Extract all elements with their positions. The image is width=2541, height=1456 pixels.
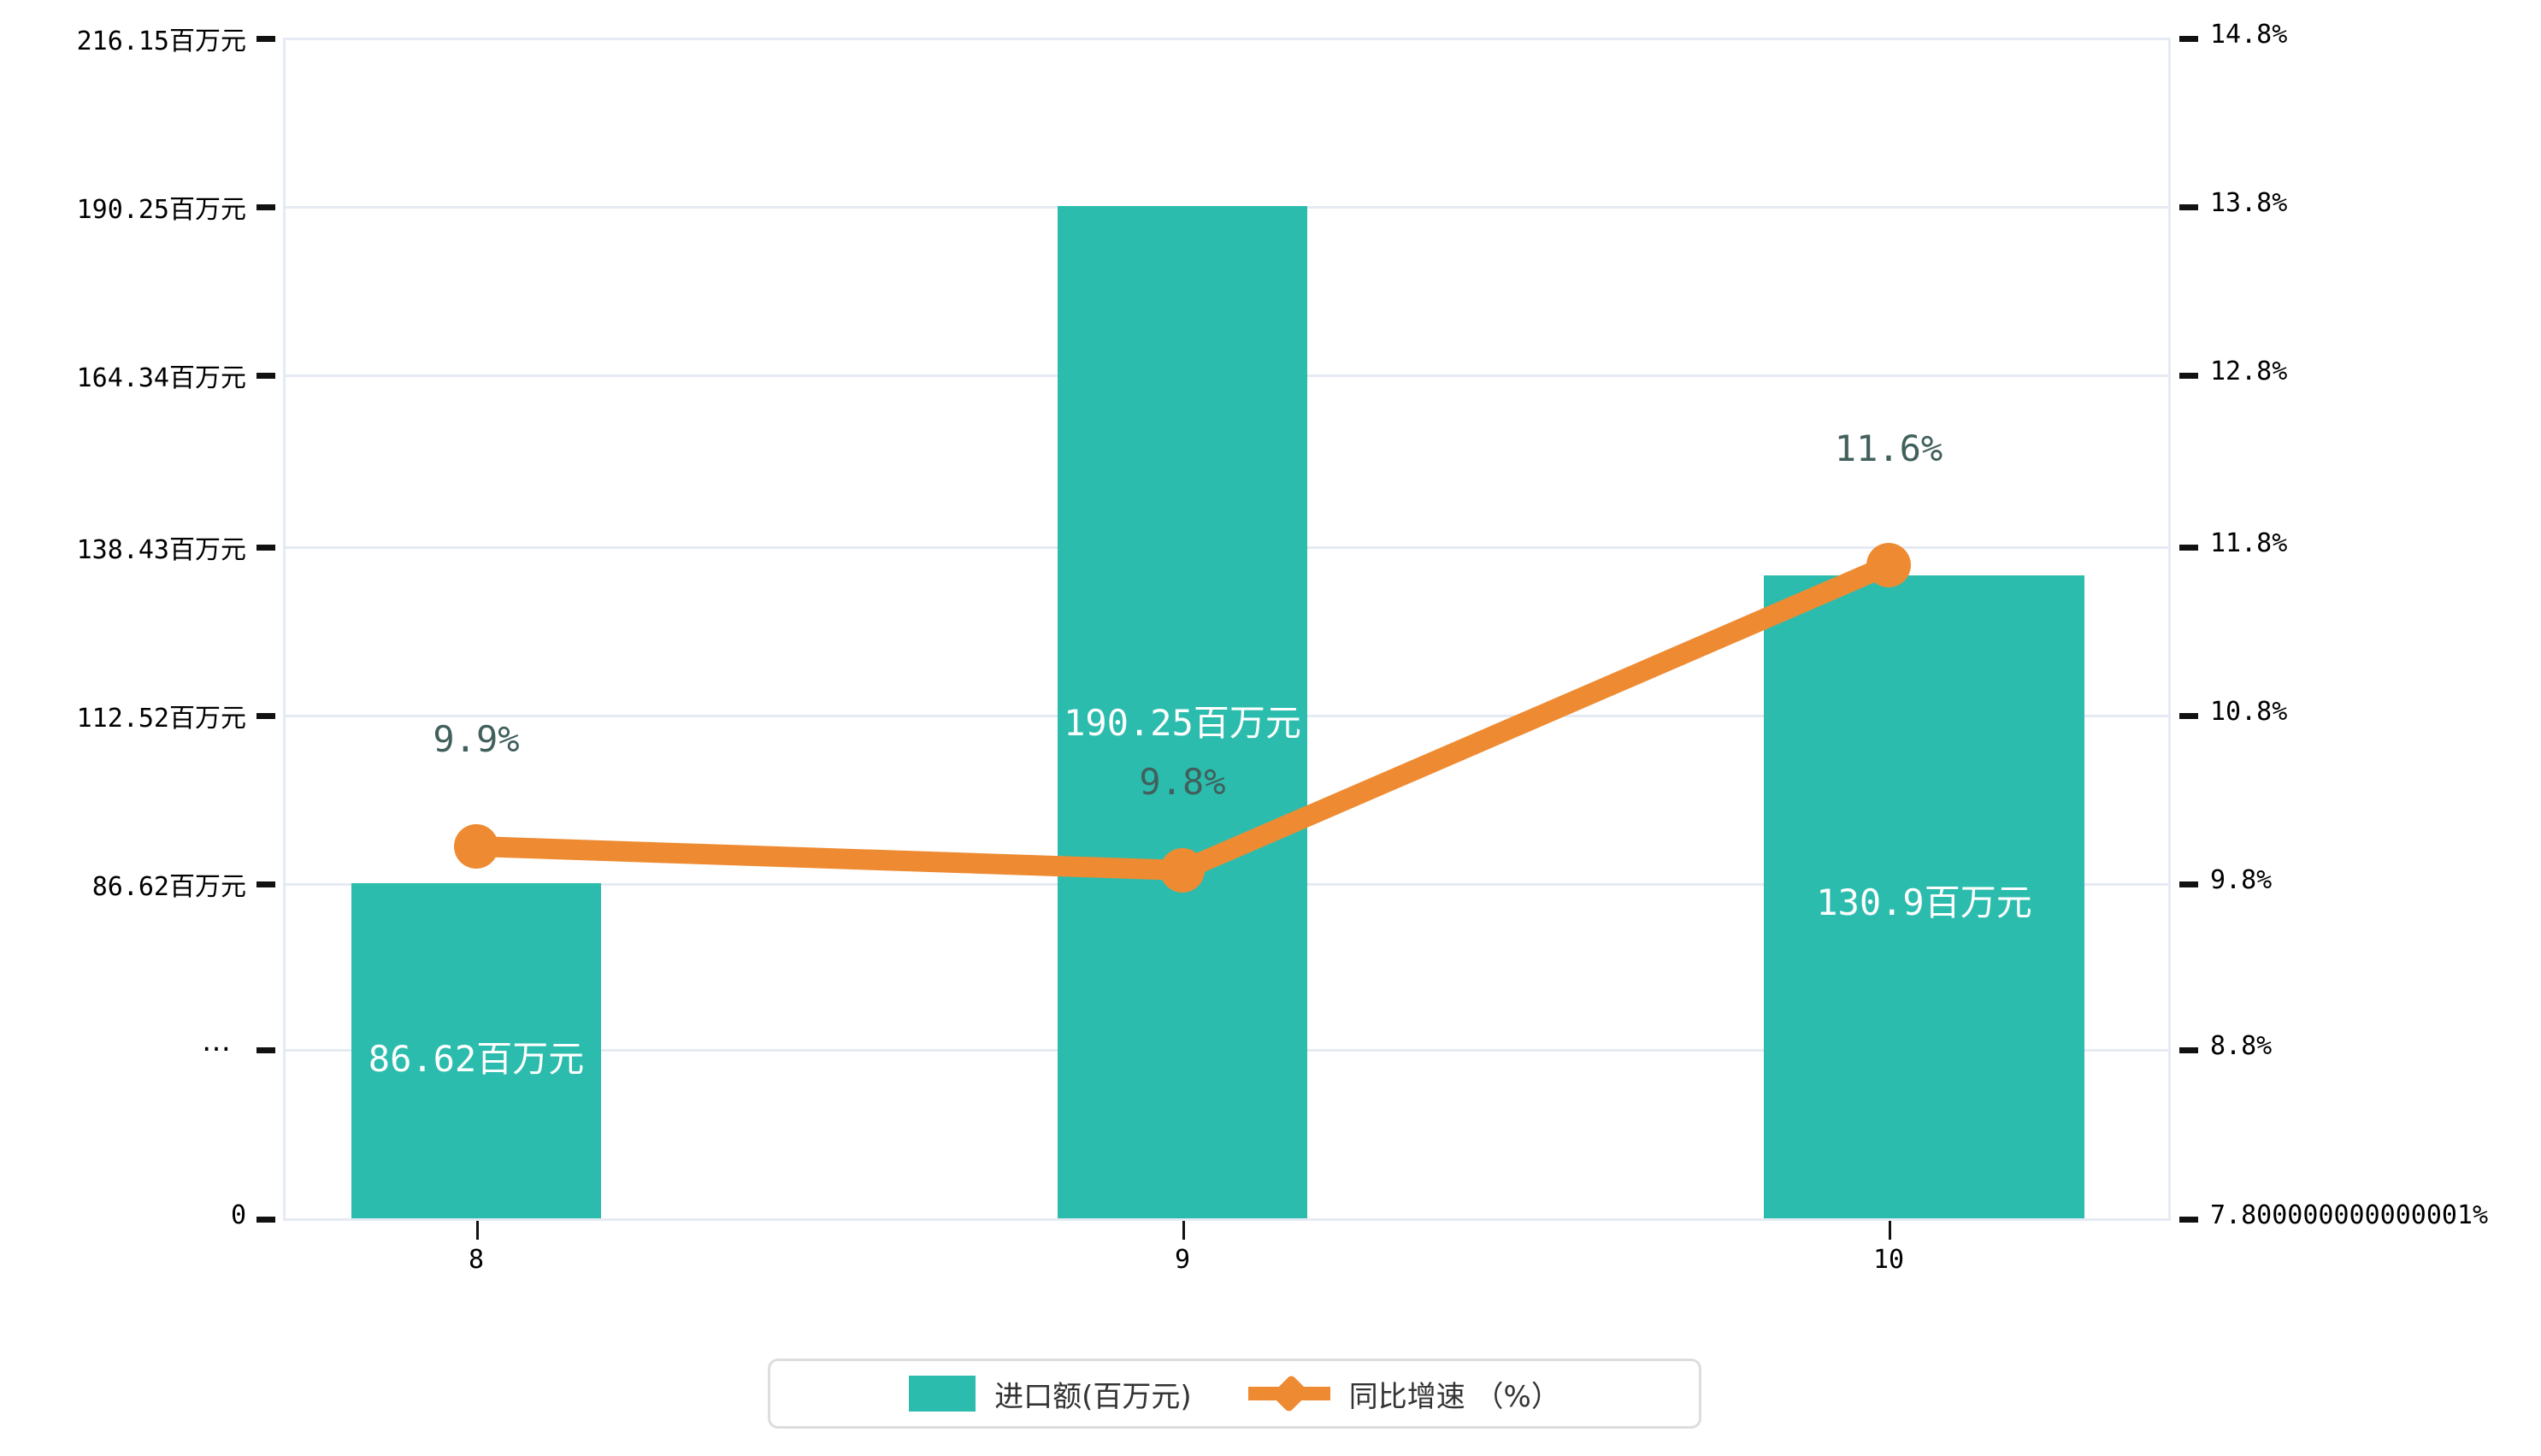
gridline-7: [283, 1218, 2170, 1221]
y-axis-right-tick-mark: [2179, 204, 2198, 210]
y-axis-left-tick-mark: [256, 881, 275, 887]
y-axis-left-tick-mark: [256, 36, 275, 42]
y-axis-right-tick-mark: [2179, 713, 2198, 719]
x-axis-label-8: 8: [468, 1245, 485, 1275]
y-axis-left-label-3: 138.43百万元: [76, 535, 246, 565]
y-axis-left-tick-mark: [256, 545, 275, 551]
legend-label-growth-rate: 同比增速 （%）: [1348, 1379, 1560, 1414]
x-axis-tick-mark-8: [476, 1221, 479, 1240]
y-axis-left-label-5: 86.62百万元: [91, 872, 246, 902]
line-value-label-8: 9.9%: [433, 718, 520, 760]
x-axis-tick-mark-9: [1182, 1221, 1185, 1240]
y-axis-left-line: [283, 38, 286, 1221]
y-axis-left-label-1: 190.25百万元: [76, 195, 246, 225]
legend-item-growth-rate[interactable]: 同比增速 （%）: [1247, 1373, 1560, 1415]
y-axis-right-label-0: 14.8%: [2210, 20, 2288, 50]
y-axis-right-tick-mark: [2179, 1047, 2198, 1053]
x-axis-tick-mark-10: [1889, 1221, 1891, 1240]
legend-item-import-amount[interactable]: 进口额(百万元): [909, 1373, 1192, 1415]
legend-swatch-line-icon: [1247, 1374, 1330, 1413]
bar-value-label-8: 86.62百万元: [368, 1038, 585, 1080]
line-value-label-10: 11.6%: [1834, 427, 1943, 469]
bar-value-label-9: 190.25百万元: [1064, 702, 1301, 744]
legend-swatch-bar-icon: [909, 1376, 976, 1412]
y-axis-right-tick-mark: [2179, 881, 2198, 887]
y-axis-right-label-3: 11.8%: [2210, 528, 2288, 558]
y-axis-left-label-ellipsis: …: [202, 1024, 241, 1058]
y-axis-left-label-4: 112.52百万元: [76, 704, 246, 734]
y-axis-right-label-6: 8.8%: [2210, 1031, 2273, 1061]
y-axis-right-label-2: 12.8%: [2210, 357, 2288, 386]
y-axis-left-tick-mark: [256, 204, 275, 210]
x-axis-label-10: 10: [1872, 1245, 1905, 1275]
legend-label-import-amount: 进口额(百万元): [994, 1379, 1192, 1414]
gridline-0: [283, 38, 2170, 40]
y-axis-left-tick-mark: [256, 713, 275, 719]
y-axis-left-tick-mark: [256, 1217, 275, 1223]
y-axis-left-label-0: 216.15百万元: [76, 27, 246, 56]
y-axis-left-tick-mark: [256, 1047, 275, 1053]
y-axis-right-label-7: 7.800000000000001%: [2210, 1200, 2489, 1230]
y-axis-right-tick-mark: [2179, 545, 2198, 551]
y-axis-right-label-5: 9.8%: [2210, 865, 2273, 895]
y-axis-right-tick-mark: [2179, 1217, 2198, 1223]
y-axis-right-label-4: 10.8%: [2210, 697, 2288, 727]
legend: 进口额(百万元) 同比增速 （%）: [768, 1359, 1701, 1429]
bar-value-label-10: 130.9百万元: [1816, 881, 2032, 923]
y-axis-right-tick-mark: [2179, 373, 2198, 379]
bar-8[interactable]: [351, 883, 601, 1218]
y-axis-right-tick-mark: [2179, 36, 2198, 42]
y-axis-left-label-2: 164.34百万元: [76, 363, 246, 393]
x-axis-label-9: 9: [1174, 1245, 1191, 1275]
y-axis-right-line: [2168, 38, 2171, 1221]
line-value-label-9: 9.8%: [1139, 761, 1226, 803]
y-axis-left-label-7: 0: [230, 1200, 246, 1230]
y-axis-left-tick-mark: [256, 373, 275, 379]
y-axis-right-label-1: 13.8%: [2210, 188, 2288, 218]
